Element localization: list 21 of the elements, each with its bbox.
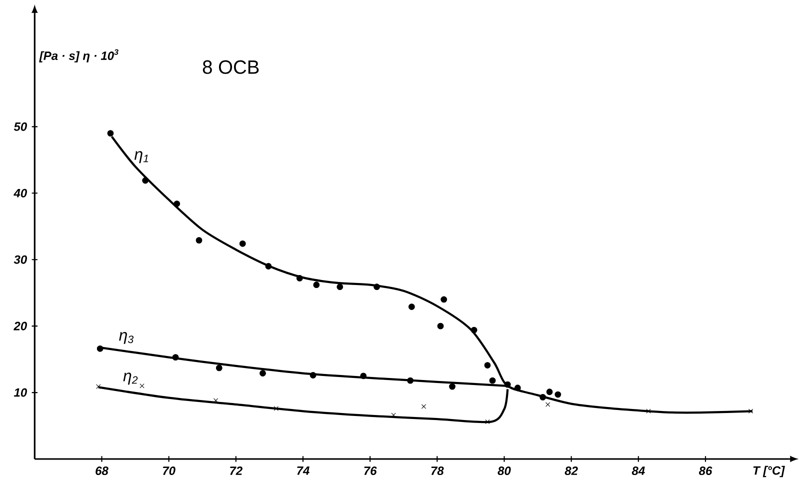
series-label: η$_{1}$ — [134, 151, 148, 164]
y-tick-label: 30 — [14, 255, 28, 264]
series-label: η$_{2}$ — [123, 372, 138, 385]
text: 8 OCB — [202, 60, 259, 74]
x-tick-label: 82 — [564, 466, 578, 476]
y-tick-label: 20 — [14, 322, 28, 330]
x-tick-label: 70 — [162, 466, 176, 476]
y-axis-title: [Pa · s] η · 10$^{3}$ — [39, 49, 118, 62]
x-tick-label: 80 — [498, 466, 511, 476]
x-axis-title: T [°C] — [753, 466, 785, 478]
x-tick-label: 72 — [230, 466, 242, 475]
x-tick-label: 76 — [364, 466, 377, 476]
x-tick-label: 74 — [297, 466, 310, 475]
x-tick-label: 78 — [431, 466, 444, 476]
y-tick-label: 40 — [14, 188, 28, 198]
series-label: η$_{3}$ — [119, 332, 134, 344]
x-tick-label: 68 — [96, 466, 108, 476]
y-tick-label: 50 — [14, 122, 28, 131]
x-tick-label: 84 — [632, 466, 645, 476]
y-tick-label: 10 — [14, 388, 28, 397]
x-tick-label: 86 — [698, 466, 712, 476]
